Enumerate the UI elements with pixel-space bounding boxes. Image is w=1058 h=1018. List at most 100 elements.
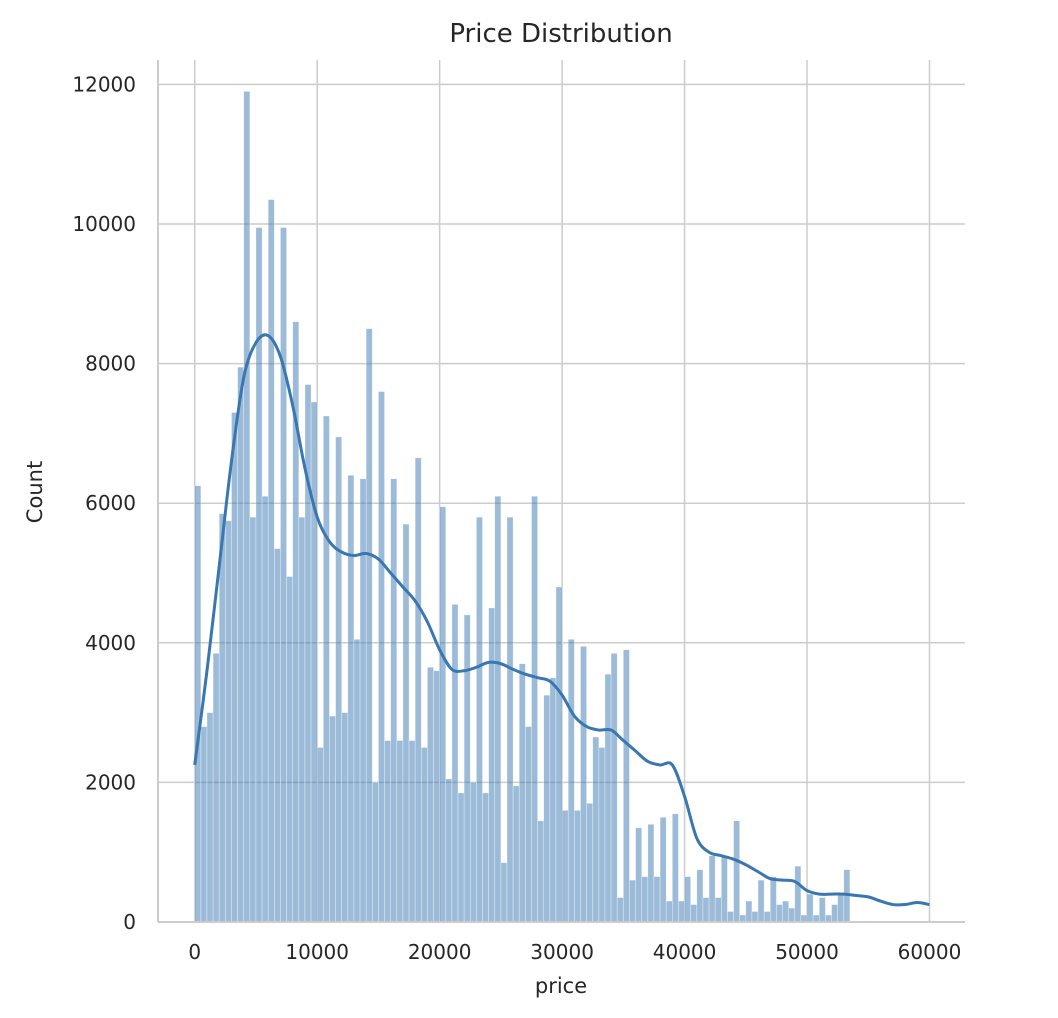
histogram-bar — [690, 904, 698, 923]
histogram-bar — [714, 897, 722, 923]
histogram-bar — [249, 516, 257, 923]
histogram-bar — [408, 740, 416, 923]
x-tick-label: 40000 — [653, 940, 717, 964]
histogram-bar — [782, 900, 789, 923]
histogram-bar — [384, 740, 391, 923]
y-tick-label: 6000 — [85, 491, 136, 515]
histogram-bar — [616, 897, 624, 923]
histogram-bar — [604, 673, 612, 923]
histogram-bar — [488, 607, 496, 923]
histogram-bar — [420, 747, 428, 923]
chart-title: Price Distribution — [449, 19, 672, 49]
histogram-bar — [482, 792, 489, 923]
histogram-bar — [739, 914, 747, 923]
histogram-bar — [267, 199, 275, 923]
histogram-bar — [561, 810, 569, 923]
histogram-bar — [390, 478, 398, 923]
histogram-bar — [757, 879, 765, 923]
y-tick-labels: 0 2000 4000 6000 8000 10000 12000 — [72, 72, 136, 934]
x-tick-label: 50000 — [775, 940, 839, 964]
histogram-bar — [518, 663, 526, 923]
histogram-bar — [445, 778, 453, 923]
histogram-bar — [225, 520, 232, 923]
histogram-bar — [439, 506, 447, 923]
histogram-bar — [684, 876, 691, 923]
y-tick-label: 10000 — [72, 212, 136, 236]
y-tick-label: 4000 — [85, 631, 136, 655]
histogram-bar — [727, 911, 734, 923]
histogram-bar — [304, 384, 312, 923]
histogram-bar — [531, 495, 538, 923]
x-tick-label: 20000 — [408, 940, 472, 964]
histogram-bar — [610, 652, 618, 923]
histogram-bar — [365, 328, 373, 923]
histogram-bar — [341, 712, 349, 923]
histogram-bar — [451, 604, 459, 923]
histogram-bar — [537, 820, 545, 923]
y-tick-label: 12000 — [72, 72, 136, 96]
histogram-bar — [316, 747, 324, 923]
histogram-bar — [574, 810, 581, 923]
x-tick-labels: 0 10000 20000 30000 40000 50000 60000 — [188, 940, 961, 964]
histogram-bar — [653, 876, 661, 923]
histogram-bar — [433, 670, 440, 923]
histogram-bar — [457, 792, 465, 923]
histogram-bar — [733, 820, 740, 923]
histogram-bar — [274, 548, 281, 923]
histogram-bar — [721, 855, 728, 923]
histogram-bar — [623, 649, 630, 923]
x-axis-label: price — [535, 974, 587, 998]
histogram-bar — [647, 823, 655, 923]
x-tick-label: 30000 — [530, 940, 594, 964]
histogram-bar — [776, 904, 783, 923]
histogram-bar — [372, 782, 379, 923]
histogram-bar — [402, 523, 410, 923]
histogram-bar — [525, 726, 532, 923]
histogram-bar — [353, 639, 361, 923]
histogram-bar — [280, 227, 287, 923]
y-tick-label: 0 — [123, 910, 136, 934]
histogram-bar — [243, 91, 251, 923]
histogram-bar — [476, 516, 483, 923]
histogram-bar — [745, 900, 753, 923]
histogram-bar — [641, 876, 649, 923]
histogram-bar — [812, 914, 820, 923]
histogram-bar — [598, 747, 606, 923]
histogram-bar — [555, 586, 563, 923]
histogram-bar — [218, 513, 226, 923]
histogram-bar — [806, 893, 814, 923]
histogram-bar — [469, 782, 477, 923]
histogram-bar — [414, 457, 422, 923]
histogram-bar — [549, 677, 557, 923]
histogram-bar — [800, 914, 808, 923]
histogram-bar — [396, 740, 404, 923]
histogram-bar — [678, 900, 685, 923]
kde-line — [193, 333, 930, 907]
histogram-bar — [494, 495, 502, 923]
histogram-bar — [818, 897, 826, 923]
histogram-bar — [506, 516, 514, 923]
grid-lines — [158, 60, 965, 923]
x-tick-label: 0 — [188, 940, 201, 964]
y-tick-label: 8000 — [85, 352, 136, 376]
histogram-bar — [359, 478, 367, 923]
histogram-bar — [298, 516, 306, 923]
histogram-bar — [261, 495, 269, 923]
histogram-bar — [500, 862, 508, 923]
histogram-bar — [763, 911, 771, 923]
y-axis-label: Count — [23, 461, 47, 523]
histogram-bar — [635, 827, 643, 923]
histogram-bars — [194, 91, 851, 923]
histogram-bar — [378, 391, 385, 923]
histogram-bar — [788, 907, 796, 923]
histogram-bar — [665, 900, 673, 923]
histogram-bar — [708, 855, 716, 923]
histogram-bar — [672, 813, 679, 923]
histogram-bar — [194, 485, 202, 923]
histogram-bar — [255, 227, 263, 923]
histogram-bar — [592, 736, 600, 923]
histogram-bar — [567, 639, 575, 923]
x-tick-label: 10000 — [285, 940, 349, 964]
histogram-bar — [580, 645, 587, 923]
